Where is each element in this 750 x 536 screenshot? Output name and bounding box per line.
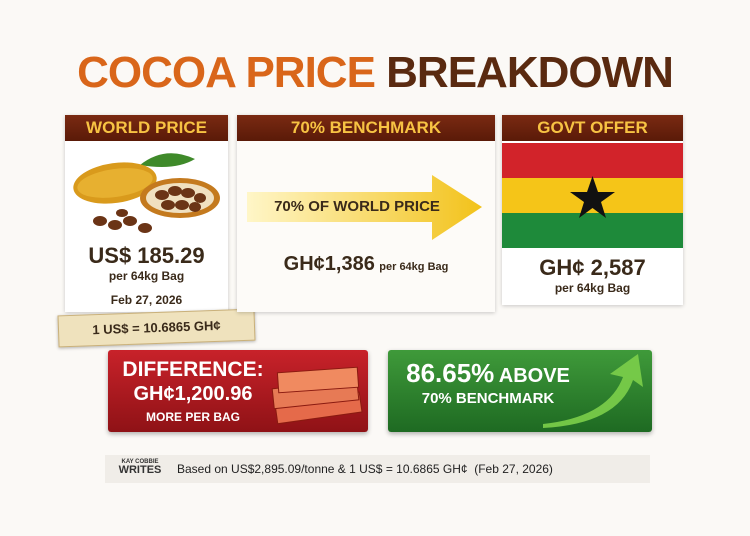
unit: per 64kg Bag (554, 281, 631, 295)
note: MORE PER BAG (145, 410, 240, 424)
unit: per 64kg Bag (379, 261, 449, 273)
amount: GH¢1,200.96 (133, 383, 253, 405)
price-line: GH¢1,386 per 64kg Bag (237, 253, 495, 276)
exchange-rate-tag: 1 US$ = 10.6865 GH¢ (57, 308, 256, 348)
title-part: COCOA PRICE (77, 48, 376, 97)
percent-line: 86.65% ABOVE (388, 358, 588, 389)
footer: KAY COBBIE WRITES Based on US$2,895.09/t… (105, 455, 650, 483)
logo-top: KAY COBBIE (121, 459, 159, 465)
arrow (247, 175, 482, 240)
above-box: 86.65% ABOVE 70% BENCHMARK (388, 350, 652, 432)
unit: per 64kg Bag (108, 269, 185, 283)
word: ABOVE (498, 365, 570, 387)
logo-bottom: WRITES (118, 464, 162, 476)
up-arrow (543, 354, 643, 428)
cocoa-image (73, 153, 220, 233)
world-price-panel: WORLD PRICE US$ 185.29 per 64kg Bag Feb … (65, 115, 228, 312)
price: US$ 185.29 (88, 243, 205, 268)
ghana-flag (502, 143, 683, 248)
header: 70% BENCHMARK (237, 115, 495, 141)
title-part: BREAKDOWN (386, 48, 674, 97)
footer-text: Based on US$2,895.09/tonne & 1 US$ = 10.… (177, 462, 553, 476)
header: WORLD PRICE (65, 115, 228, 141)
price: GH¢ 2,587 (539, 255, 646, 280)
label: DIFFERENCE: (122, 358, 264, 381)
arrow-label: 70% OF WORLD PRICE (274, 198, 440, 215)
govt-offer-panel: GOVT OFFER GH¢ 2,587 per 64kg Bag (502, 115, 683, 305)
header: GOVT OFFER (502, 115, 683, 141)
logo: KAY COBBIE WRITES (115, 459, 165, 476)
date: Feb 27, 2026 (110, 293, 183, 307)
benchmark-panel: 70% BENCHMARK 70% OF WORLD PRICE GH¢1,38… (237, 115, 495, 312)
price: GH¢1,386 (283, 253, 375, 275)
title: COCOA PRICE BREAKDOWN (0, 48, 750, 98)
percent: 86.65% (406, 358, 495, 388)
note: 70% BENCHMARK (421, 390, 555, 407)
difference-box: DIFFERENCE: GH¢1,200.96 MORE PER BAG (108, 350, 368, 432)
money-image (271, 366, 363, 425)
